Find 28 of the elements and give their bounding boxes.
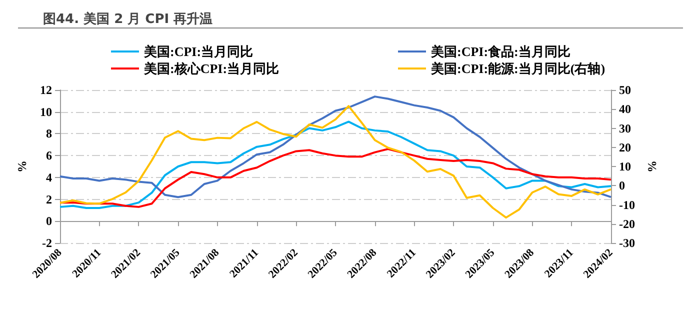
y-tick-label: 8 (46, 126, 52, 141)
y-tick-label: 6 (46, 148, 52, 163)
legend-label: 美国:核心CPI:当月同比 (143, 61, 280, 76)
y2-tick-label: -30 (619, 236, 635, 250)
line-series (59, 148, 612, 208)
y2-tick-label: 50 (619, 83, 631, 97)
y2-tick-label: -20 (619, 216, 635, 231)
legend-label: 美国:CPI:食品:当月同比 (430, 44, 570, 59)
y2-tick-label: 20 (619, 140, 631, 154)
y2-tick-label: 40 (619, 102, 631, 116)
y2-tick-label: 30 (619, 121, 631, 136)
y-tick-label: 12 (40, 83, 52, 97)
line-series (59, 105, 612, 219)
y-tick-label: 0 (46, 214, 52, 228)
line-series (59, 120, 612, 210)
y2-axis-title: % (644, 160, 659, 172)
y-tick-label: 2 (46, 192, 52, 206)
legend-label: 美国:CPI:当月同比 (143, 44, 254, 59)
y-axis-title: % (15, 160, 29, 172)
y-tick-label: -2 (42, 236, 52, 250)
y2-tick-label: -10 (619, 198, 635, 212)
y-tick-label: 4 (46, 170, 52, 184)
y2-tick-label: 10 (619, 160, 631, 174)
chart-title: 图44. 美国 2 月 CPI 再升温 (43, 11, 213, 27)
y2-tick-label: 0 (619, 178, 625, 193)
y-tick-label: 10 (40, 104, 52, 119)
legend-label: 美国:CPI:能源:当月同比(右轴) (430, 61, 606, 76)
line-series (59, 96, 612, 198)
